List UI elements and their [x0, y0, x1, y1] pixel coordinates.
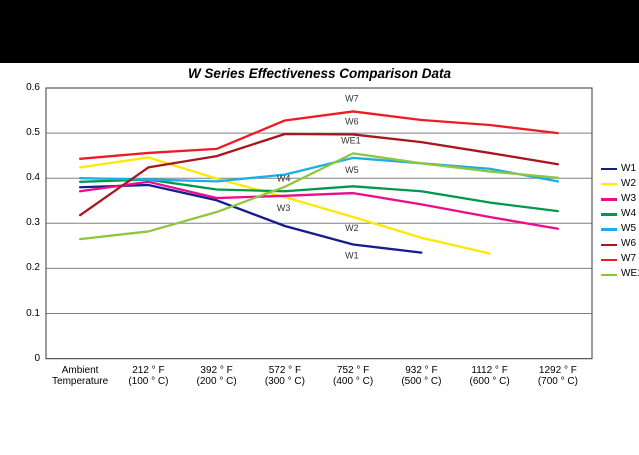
svg-text:WE1: WE1: [341, 135, 361, 145]
svg-text:W6: W6: [345, 116, 359, 126]
svg-text:W4: W4: [277, 173, 291, 183]
svg-text:W1: W1: [345, 251, 359, 261]
svg-text:W2: W2: [345, 223, 359, 233]
svg-text:W7: W7: [345, 93, 359, 103]
svg-text:W3: W3: [277, 203, 291, 213]
svg-text:W5: W5: [345, 165, 359, 175]
